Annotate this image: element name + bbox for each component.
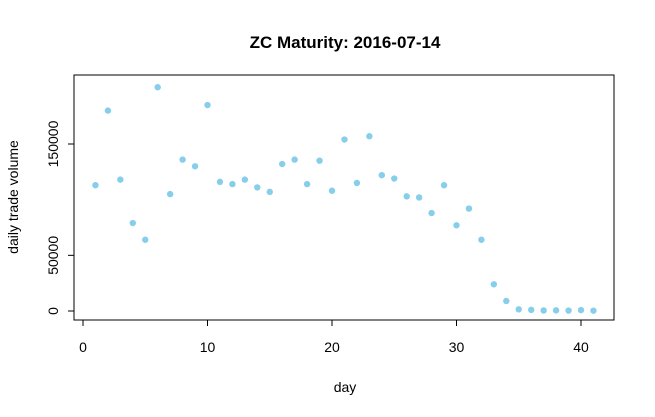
data-point [428, 209, 435, 217]
y-axis-label: daily trade volume [5, 140, 21, 254]
data-point [316, 157, 323, 164]
data-point [291, 156, 298, 163]
data-point [552, 307, 560, 314]
data-point [490, 281, 498, 288]
data-point [92, 181, 99, 189]
data-point [204, 101, 211, 109]
x-tick-label: 10 [200, 339, 216, 355]
x-axis-label: day [334, 379, 357, 395]
data-point [403, 193, 410, 200]
data-point [254, 184, 261, 191]
data-point [366, 133, 373, 140]
data-point [229, 180, 236, 188]
y-tick-label: 0 [45, 307, 61, 315]
data-point [303, 180, 311, 188]
x-tick-label: 0 [79, 339, 87, 355]
data-point [266, 188, 273, 196]
data-point [341, 136, 348, 143]
data-point [191, 163, 199, 170]
data-point [353, 179, 361, 187]
data-point [279, 160, 286, 168]
data-point [453, 222, 460, 229]
data-point [166, 190, 174, 198]
data-points [92, 84, 597, 314]
y-tick-label: 50000 [45, 236, 61, 275]
x-tick-label: 30 [449, 339, 465, 355]
data-point [565, 307, 572, 314]
data-point [328, 187, 336, 194]
data-point [515, 306, 522, 313]
data-point [241, 176, 249, 183]
data-point [590, 307, 597, 314]
data-point [179, 156, 186, 163]
data-point [528, 306, 535, 314]
data-point [154, 84, 161, 91]
data-point [104, 107, 112, 114]
chart-title: ZC Maturity: 2016-07-14 [250, 33, 441, 52]
x-tick-label: 20 [324, 339, 340, 355]
data-point [129, 219, 136, 227]
data-point [142, 236, 149, 243]
data-point [440, 181, 448, 189]
data-point [478, 236, 485, 243]
data-point [117, 176, 124, 183]
x-axis: 0 10 20 30 40 [79, 319, 589, 355]
data-point [378, 171, 385, 179]
data-point [415, 194, 423, 201]
data-point [540, 307, 547, 314]
plot-area [73, 74, 615, 321]
y-tick-label: 150000 [45, 120, 61, 167]
y-axis: 0 50000 150000 [45, 120, 75, 315]
data-point [216, 178, 224, 186]
data-point [391, 175, 398, 182]
data-point [577, 306, 585, 314]
x-tick-label: 40 [573, 339, 589, 355]
data-point [465, 205, 473, 212]
data-point [503, 297, 510, 305]
